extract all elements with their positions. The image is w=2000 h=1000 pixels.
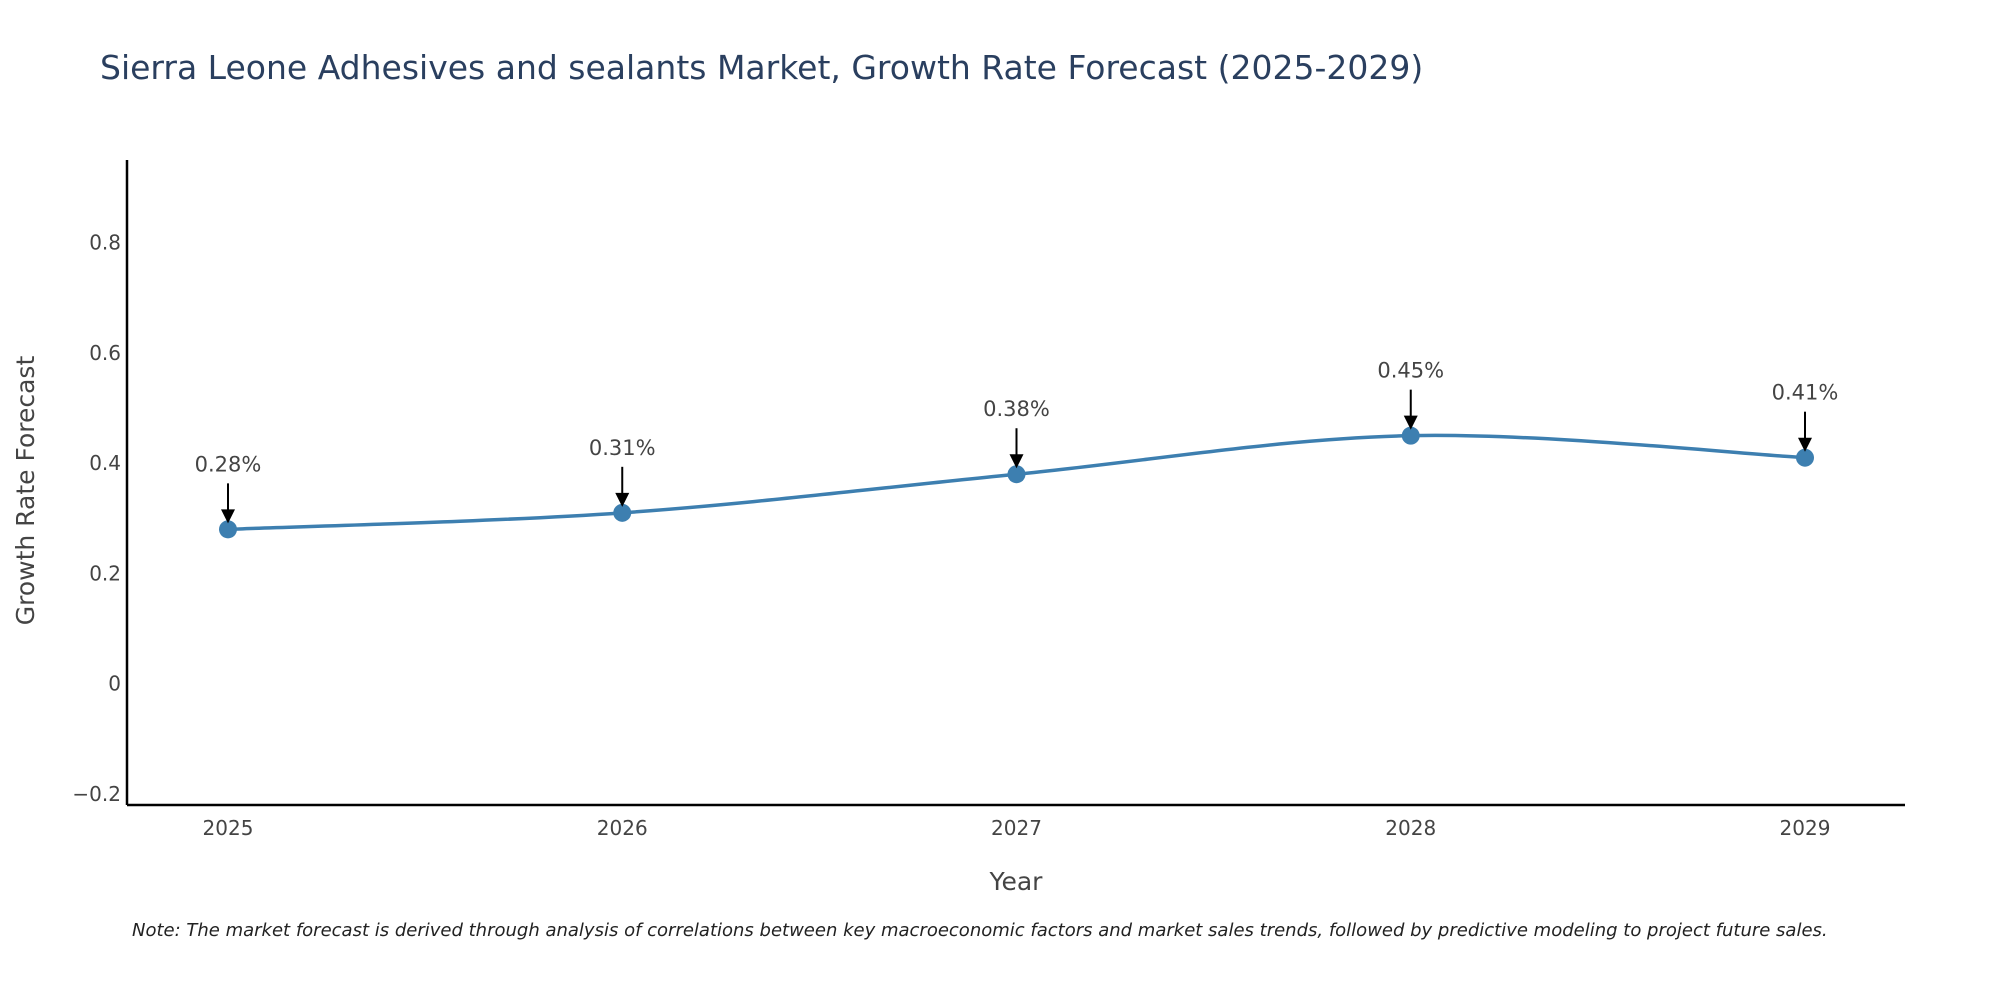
annotation-arrow-head [221,509,235,524]
x-tick-label: 2029 [1780,816,1831,840]
y-axis-ticks: −0.2 0 0.2 0.4 0.6 0.8 [72,231,121,806]
data-point-marker [1007,465,1026,484]
data-annotation-label: 0.38% [983,397,1050,421]
series-markers [219,426,1814,539]
y-tick-label: 0.4 [89,451,121,475]
data-annotation-label: 0.31% [589,436,656,460]
annotation-arrow-head [615,492,630,507]
annotation-arrow-head [1403,415,1418,430]
y-tick-label: 0.8 [89,231,121,255]
data-point-marker [1401,426,1420,445]
x-tick-label: 2026 [597,816,648,840]
x-tick-label: 2027 [991,816,1042,840]
data-point-marker [613,503,632,522]
annotation-arrow-head [1798,437,1812,452]
y-axis-title: Growth Rate Forecast [11,356,40,626]
data-point-marker [219,520,237,539]
data-annotation-label: 0.45% [1377,359,1444,383]
data-annotations: 0.28% 0.31% 0.38% 0.45% 0.41% [195,359,1839,524]
x-tick-label: 2025 [203,816,254,840]
data-annotation-label: 0.28% [195,452,262,476]
data-point-marker [1796,448,1814,467]
x-tick-label: 2028 [1385,816,1436,840]
chart-title: Sierra Leone Adhesives and sealants Mark… [100,48,1424,87]
y-tick-label: 0 [108,672,121,696]
x-axis-ticks: 2025 2026 2027 2028 2029 [203,816,1831,840]
x-axis-title: Year [989,867,1044,896]
data-annotation-label: 0.41% [1772,381,1839,405]
y-tick-label: 0.2 [89,561,121,585]
annotation-arrow-head [1009,454,1024,469]
y-tick-label: 0.6 [89,341,121,365]
y-tick-label: −0.2 [72,782,121,806]
footnote: Note: The market forecast is derived thr… [132,920,1828,941]
